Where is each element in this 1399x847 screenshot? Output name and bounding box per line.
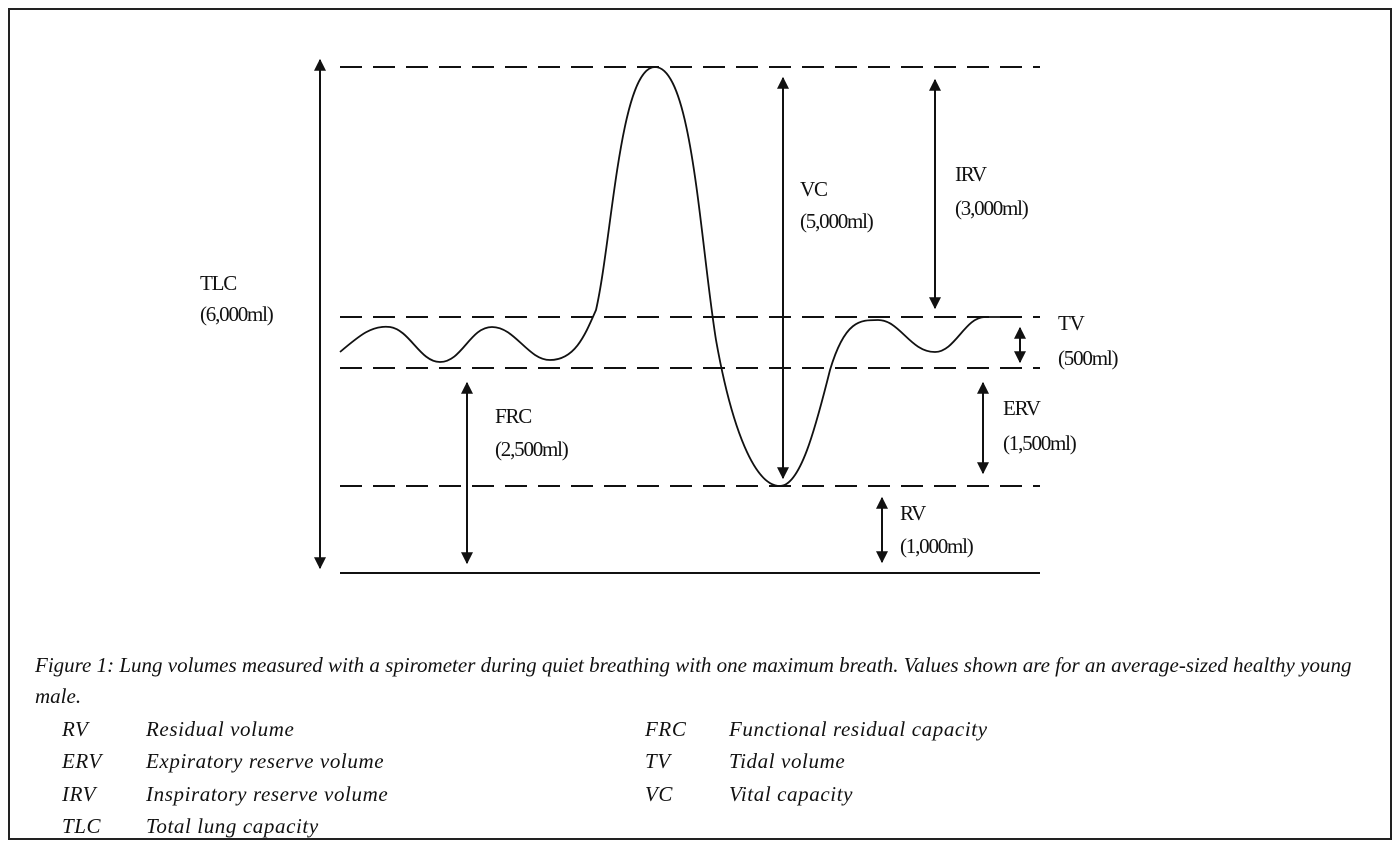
legend-entry: IRV Inspiratory reserve volume (62, 778, 645, 811)
label-value: (500ml) (1058, 346, 1118, 370)
level-lines (340, 66, 1040, 574)
label-value: (1,000ml) (900, 534, 974, 558)
legend-entry: VC Vital capacity (645, 778, 1245, 811)
legend-abbr: VC (645, 781, 674, 806)
label-abbr: RV (900, 501, 926, 525)
label-value: (1,500ml) (1003, 431, 1077, 455)
legend-name: Expiratory reserve volume (146, 749, 385, 774)
legend-entry: FRC Functional residual capacity (645, 713, 1245, 746)
legend-abbr: FRC (645, 716, 687, 741)
breathing-curve (339, 66, 1000, 487)
caption: Figure 1: Lung volumes measured with a s… (35, 653, 1352, 708)
label-value: (5,000ml) (800, 209, 874, 233)
legend-name: Functional residual capacity (729, 716, 988, 741)
legend-entry: RV Residual volume (62, 713, 645, 746)
legend-entry: TV Tidal volume (645, 746, 1245, 779)
legend-abbr: RV (62, 716, 89, 741)
label-value: (6,000ml) (200, 302, 274, 326)
legend-entry: TLC Total lung capacity (62, 811, 645, 844)
frame (8, 8, 1392, 840)
label-abbr: FRC (495, 404, 531, 428)
label-value: (2,500ml) (495, 437, 569, 461)
legend-name: Residual volume (146, 716, 295, 741)
label-abbr: IRV (955, 162, 987, 186)
volume-labels: TLC (6,000ml) VC (5,000ml) IRV (3,000ml)… (200, 162, 1120, 558)
label-abbr: TLC (200, 271, 236, 295)
label-value: (3,000ml) (955, 196, 1029, 220)
legend-entry: ERV Expiratory reserve volume (62, 746, 645, 779)
label-abbr: VC (800, 177, 827, 201)
legend-name: Vital capacity (729, 781, 854, 806)
label-abbr: TV (1058, 311, 1085, 335)
legend-name: Inspiratory reserve volume (146, 781, 389, 806)
legend-abbr: ERV (62, 749, 102, 774)
legend-abbr: TLC (62, 814, 102, 839)
legend-name: Total lung capacity (146, 814, 319, 839)
legend-abbr: IRV (62, 781, 97, 806)
label-abbr: ERV (1003, 396, 1041, 420)
legend-name: Tidal volume (729, 749, 846, 774)
legend: RV Residual volume ERV Expiratory reserve v… (62, 713, 1245, 843)
legend-abbr: TV (645, 749, 671, 774)
arrows (314, 58, 1026, 570)
